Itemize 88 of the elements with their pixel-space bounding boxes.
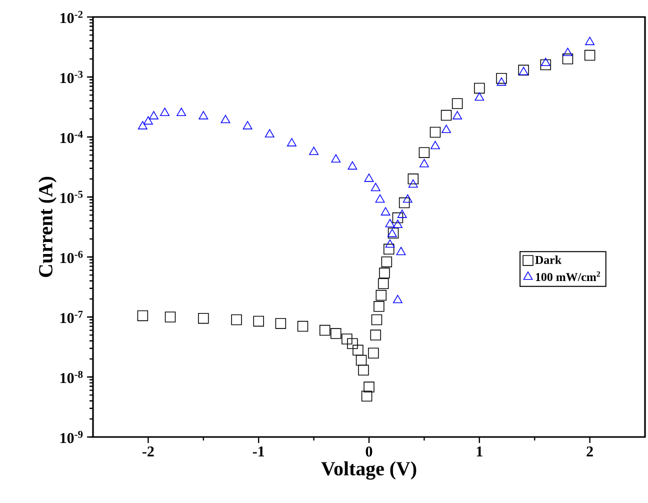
point [442,124,451,134]
point [331,154,341,162]
y-tick-label: 10$^{-3}$ [60,70,83,84]
point [160,108,170,116]
point [358,364,369,376]
x-tick-label: 0 [366,446,372,457]
point [371,314,382,326]
point [342,334,352,344]
point [378,278,389,289]
point [356,354,367,366]
point [231,314,242,326]
y-tick-label: 10$^{-2}$ [60,10,83,24]
point [408,174,419,184]
point [440,110,452,121]
point [398,197,410,208]
x-tick-label: -1 [252,446,264,456]
point [370,182,380,192]
point [149,111,158,120]
point [430,140,440,150]
point [242,121,252,130]
point [253,316,264,327]
point [396,246,406,256]
point [379,268,390,278]
point [376,290,387,301]
y-tick-label: 10$^{-8}$ [60,370,83,384]
point [347,338,358,349]
y-tick-label: 10$^{-7}$ [60,310,83,324]
x-tick-label: 1 [476,446,482,456]
point [408,179,418,188]
point [297,320,308,332]
point [452,111,462,120]
point [418,147,430,158]
point [381,256,392,268]
point [419,158,429,168]
point [474,82,485,94]
point [452,98,463,109]
y-tick-label: 10$^{-6}$ [60,250,83,264]
point [375,194,385,203]
legend-label: 100 mW/cm$^{2}$ [536,271,600,282]
point [397,210,407,218]
point [430,126,441,138]
point [264,129,274,138]
y-tick-label: 10$^{-9}$ [60,430,83,444]
y-tick-label: 10$^{-4}$ [60,130,83,144]
x-tick-label: 2 [586,446,593,456]
point [474,92,484,101]
point [137,310,148,322]
point [370,330,382,340]
point [584,50,596,61]
point [275,318,286,329]
point [330,328,342,339]
point [364,382,374,392]
point [393,220,402,228]
point [402,194,412,203]
point [563,48,572,56]
y-axis-title: Current (A) [38,176,56,278]
point [384,244,394,255]
point [496,77,506,86]
point [364,174,374,182]
point [540,58,550,66]
x-axis-title: Voltage (V) [321,461,416,480]
point [348,161,358,170]
point [287,138,296,146]
point [164,312,176,322]
point [352,344,364,356]
point [374,301,384,312]
point [198,111,208,120]
point [138,121,148,130]
point [380,207,390,216]
point [562,54,574,64]
point [220,114,230,124]
point [143,116,153,125]
point [309,146,319,155]
point [496,72,507,84]
point [368,348,379,358]
point [540,59,552,70]
point [392,212,404,224]
point [385,239,395,248]
point [319,324,330,336]
point [176,108,186,116]
point [361,390,372,402]
legend-label: Dark [535,256,562,264]
point [585,36,595,46]
point [385,218,395,228]
x-tick-label: -2 [142,446,154,456]
point [393,294,402,304]
point [198,312,209,324]
y-tick-label: 10$^{-5}$ [60,190,83,204]
